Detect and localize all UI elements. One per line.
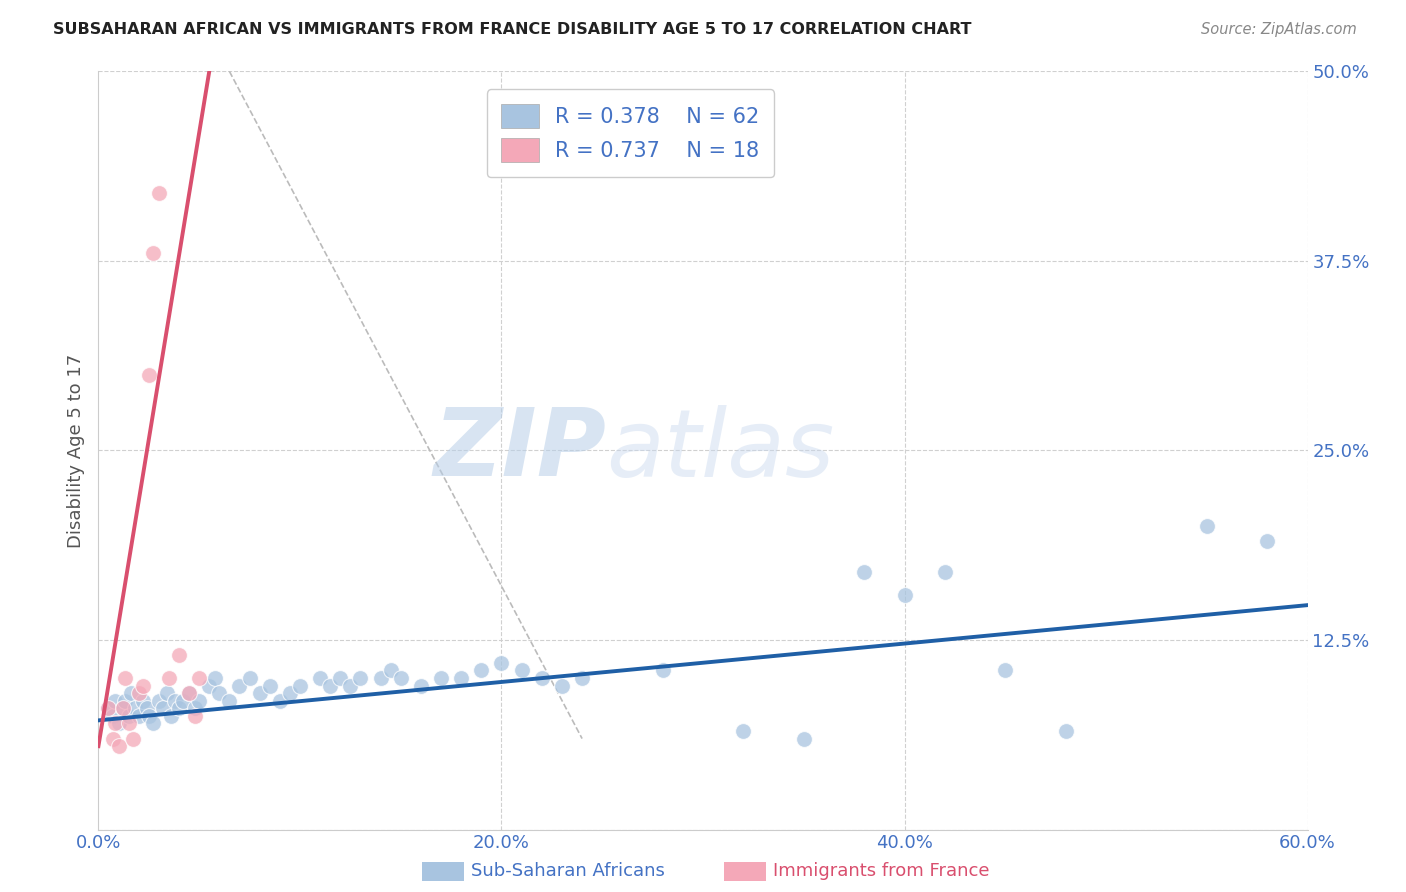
Point: [120, 686, 142, 700]
Point: [430, 671, 453, 685]
Point: [259, 678, 281, 692]
Point: [179, 686, 201, 700]
Point: [491, 656, 513, 670]
Point: [152, 701, 174, 715]
Point: [893, 588, 915, 602]
Point: [249, 686, 271, 700]
Point: [269, 694, 291, 708]
Point: [188, 671, 211, 685]
Point: [157, 671, 180, 685]
Point: [853, 565, 876, 579]
Point: [124, 701, 146, 715]
Point: [370, 671, 392, 685]
Point: [138, 368, 160, 382]
Point: [349, 671, 371, 685]
Point: [121, 731, 143, 746]
Point: [103, 694, 125, 708]
Point: [380, 664, 402, 678]
Y-axis label: Disability Age 5 to 17: Disability Age 5 to 17: [66, 353, 84, 548]
Point: [103, 716, 125, 731]
Point: [793, 731, 815, 746]
Point: [179, 686, 201, 700]
Text: ZIP: ZIP: [433, 404, 606, 497]
Point: [156, 686, 179, 700]
Point: [101, 731, 124, 746]
Point: [228, 678, 250, 692]
Point: [132, 678, 155, 692]
Point: [1195, 519, 1218, 533]
Point: [470, 664, 492, 678]
Point: [571, 671, 593, 685]
Point: [114, 671, 136, 685]
Point: [329, 671, 352, 685]
Point: [172, 694, 194, 708]
Point: [163, 694, 186, 708]
Point: [208, 686, 231, 700]
Point: [138, 708, 160, 723]
Point: [551, 678, 574, 692]
Point: [107, 716, 129, 731]
Point: [128, 686, 150, 700]
Point: [198, 678, 221, 692]
Point: [114, 694, 136, 708]
Point: [218, 694, 240, 708]
Point: [135, 701, 157, 715]
Point: [188, 694, 211, 708]
Point: [204, 671, 226, 685]
Point: [97, 701, 120, 715]
Point: [239, 671, 262, 685]
Point: [111, 701, 134, 715]
Text: Sub-Saharan Africans: Sub-Saharan Africans: [471, 863, 665, 880]
Point: [934, 565, 956, 579]
Point: [409, 678, 432, 692]
Point: [278, 686, 301, 700]
Point: [309, 671, 332, 685]
Point: [184, 701, 207, 715]
Point: [389, 671, 412, 685]
Point: [450, 671, 472, 685]
Point: [148, 186, 170, 200]
Point: [167, 701, 190, 715]
Text: atlas: atlas: [606, 405, 835, 496]
Point: [142, 246, 165, 260]
Point: [184, 708, 207, 723]
Point: [101, 708, 124, 723]
Point: [118, 708, 141, 723]
Text: Immigrants from France: Immigrants from France: [773, 863, 990, 880]
Point: [530, 671, 553, 685]
Point: [288, 678, 311, 692]
Point: [142, 716, 165, 731]
Point: [1054, 724, 1077, 739]
Point: [97, 701, 120, 715]
Point: [510, 664, 533, 678]
Point: [148, 694, 170, 708]
Point: [160, 708, 183, 723]
Point: [319, 678, 342, 692]
Text: SUBSAHARAN AFRICAN VS IMMIGRANTS FROM FRANCE DISABILITY AGE 5 TO 17 CORRELATION : SUBSAHARAN AFRICAN VS IMMIGRANTS FROM FR…: [53, 22, 972, 37]
Point: [107, 739, 129, 753]
Text: Source: ZipAtlas.com: Source: ZipAtlas.com: [1201, 22, 1357, 37]
Point: [128, 708, 150, 723]
Point: [167, 648, 190, 662]
Point: [339, 678, 361, 692]
Point: [994, 664, 1017, 678]
Point: [111, 701, 134, 715]
Point: [1256, 534, 1278, 549]
Point: [118, 716, 141, 731]
Point: [651, 664, 673, 678]
Point: [733, 724, 755, 739]
Point: [132, 694, 155, 708]
Legend: R = 0.378    N = 62, R = 0.737    N = 18: R = 0.378 N = 62, R = 0.737 N = 18: [486, 89, 775, 178]
